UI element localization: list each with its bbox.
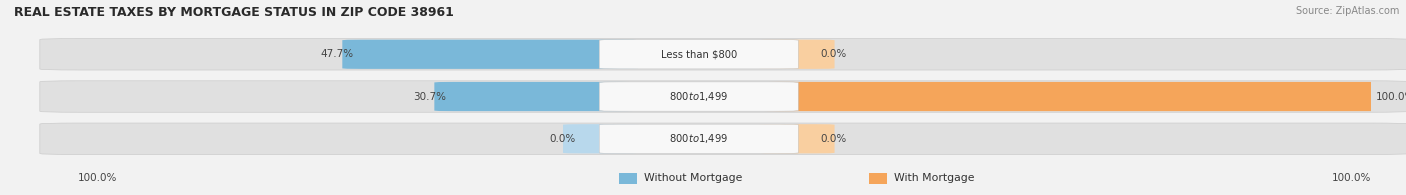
FancyBboxPatch shape	[759, 124, 835, 153]
FancyBboxPatch shape	[39, 123, 1406, 154]
FancyBboxPatch shape	[39, 81, 1406, 112]
Text: Source: ZipAtlas.com: Source: ZipAtlas.com	[1295, 6, 1399, 16]
Text: 0.0%: 0.0%	[550, 134, 576, 144]
Text: Without Mortgage: Without Mortgage	[644, 173, 742, 183]
Bar	[619, 173, 637, 184]
FancyBboxPatch shape	[39, 39, 1406, 70]
FancyBboxPatch shape	[434, 82, 638, 111]
FancyBboxPatch shape	[562, 124, 638, 153]
Text: 30.7%: 30.7%	[413, 91, 446, 102]
Text: 100.0%: 100.0%	[1376, 91, 1406, 102]
Text: $800 to $1,499: $800 to $1,499	[669, 90, 728, 103]
Text: Less than $800: Less than $800	[661, 49, 737, 59]
Text: With Mortgage: With Mortgage	[894, 173, 974, 183]
Text: REAL ESTATE TAXES BY MORTGAGE STATUS IN ZIP CODE 38961: REAL ESTATE TAXES BY MORTGAGE STATUS IN …	[14, 6, 454, 19]
FancyBboxPatch shape	[599, 40, 799, 69]
FancyBboxPatch shape	[599, 124, 799, 153]
Text: 0.0%: 0.0%	[820, 134, 846, 144]
FancyBboxPatch shape	[342, 40, 638, 69]
FancyBboxPatch shape	[759, 82, 1389, 111]
Text: 100.0%: 100.0%	[77, 173, 117, 183]
Text: 47.7%: 47.7%	[321, 49, 354, 59]
FancyBboxPatch shape	[759, 40, 835, 69]
Bar	[869, 173, 887, 184]
Text: 100.0%: 100.0%	[1331, 173, 1371, 183]
FancyBboxPatch shape	[599, 82, 799, 111]
Text: $800 to $1,499: $800 to $1,499	[669, 132, 728, 145]
Text: 0.0%: 0.0%	[820, 49, 846, 59]
